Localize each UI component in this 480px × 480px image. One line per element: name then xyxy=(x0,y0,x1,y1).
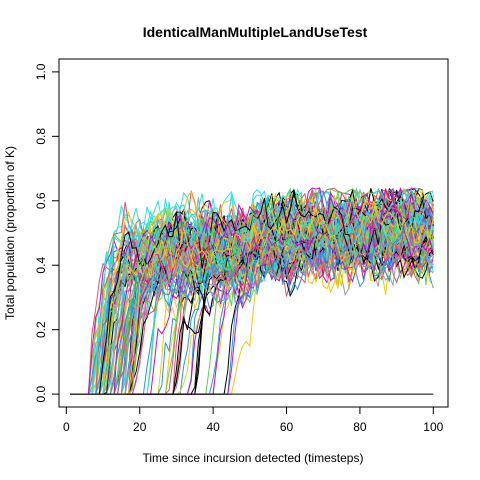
y-axis-label: Total population (proportion of K) xyxy=(3,146,17,320)
y-tick-label: 0.8 xyxy=(34,128,48,145)
series-group xyxy=(70,186,434,395)
y-tick-label: 0.6 xyxy=(34,192,48,209)
series-line xyxy=(70,209,434,395)
x-tick-label: 0 xyxy=(63,420,70,434)
x-tick-label: 20 xyxy=(133,420,147,434)
x-axis-label: Time since incursion detected (timesteps… xyxy=(143,451,364,465)
y-tick-label: 0.2 xyxy=(34,321,48,338)
series-line xyxy=(70,231,434,395)
x-tick-label: 80 xyxy=(353,420,367,434)
x-axis: 0 20 40 60 80 100 xyxy=(63,406,444,434)
chart-title: IdenticalManMultipleLandUseTest xyxy=(143,24,368,40)
series-line xyxy=(70,211,434,395)
series-line xyxy=(70,196,434,395)
y-tick-label: 1.0 xyxy=(34,63,48,80)
y-axis: 0.0 0.2 0.4 0.6 0.8 1.0 xyxy=(34,63,60,402)
x-tick-label: 40 xyxy=(206,420,220,434)
series-line xyxy=(70,217,434,395)
series-line xyxy=(70,207,434,395)
series-line xyxy=(70,204,434,395)
y-tick-label: 0.0 xyxy=(34,385,48,402)
x-tick-label: 100 xyxy=(423,420,443,434)
series-line xyxy=(70,191,434,395)
y-tick-label: 0.4 xyxy=(34,257,48,274)
x-tick-label: 60 xyxy=(280,420,294,434)
